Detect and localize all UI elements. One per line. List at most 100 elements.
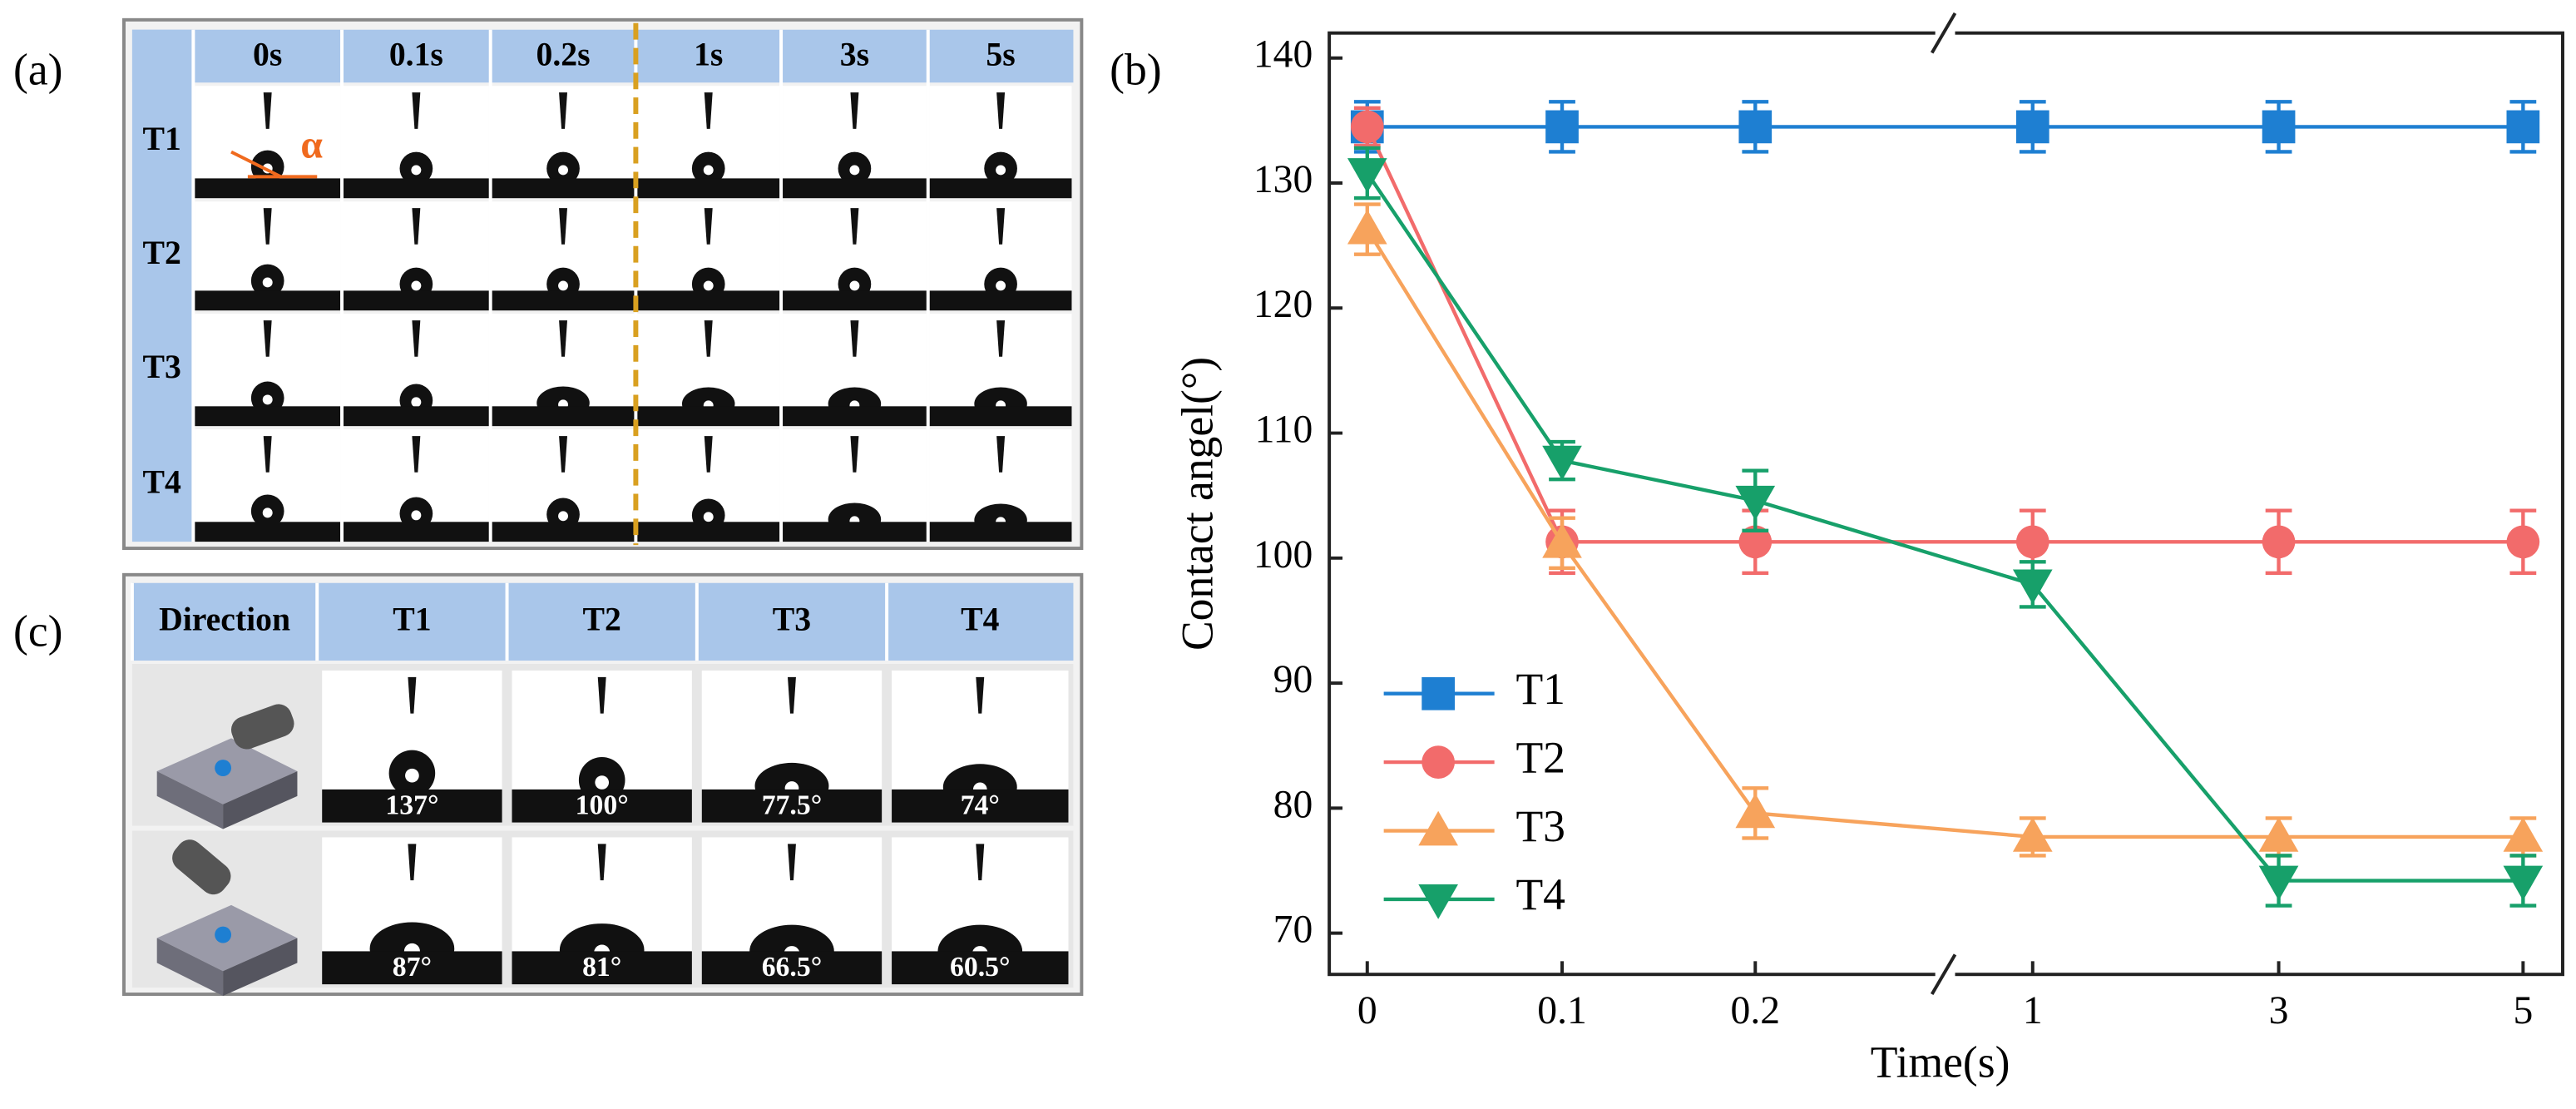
legend-label: T4 — [1515, 869, 1565, 919]
column-header: 3s — [840, 37, 869, 73]
needle — [412, 208, 421, 245]
droplet-glint — [411, 397, 422, 408]
marker — [2258, 817, 2299, 852]
substrate — [637, 178, 780, 199]
substrate — [783, 290, 927, 311]
y-tick-label: 130 — [1253, 158, 1313, 201]
marker — [2258, 865, 2299, 901]
marker — [2012, 817, 2053, 852]
needle — [263, 436, 272, 473]
substrate — [892, 951, 1069, 985]
y-tick-label: 80 — [1273, 783, 1313, 826]
x-axis-title: Time(s) — [1871, 1037, 2010, 1087]
droplet-glint — [405, 768, 419, 783]
substrate — [929, 522, 1072, 542]
substrate — [195, 178, 341, 199]
panel-label: (b) — [1110, 45, 1161, 95]
marker — [1421, 745, 1455, 779]
substrate — [492, 522, 635, 542]
substrate — [637, 406, 780, 427]
needle — [412, 92, 421, 129]
legend-item: T2 — [1383, 732, 1565, 782]
droplet-glint — [996, 165, 1006, 176]
droplet-glint — [262, 507, 273, 518]
angle-label: 87° — [393, 952, 432, 983]
substrate — [783, 522, 927, 542]
y-tick-label: 110 — [1255, 408, 1313, 451]
marker — [1542, 445, 1582, 481]
droplet-glint — [595, 775, 610, 790]
marker — [1350, 110, 1384, 144]
marker — [2506, 110, 2540, 144]
marker — [1418, 884, 1458, 919]
alpha-tangent — [230, 150, 282, 179]
column-header: T3 — [773, 601, 811, 637]
marker — [1347, 158, 1387, 193]
panel-label: (c) — [13, 606, 62, 656]
marker — [2506, 525, 2540, 559]
substrate — [512, 951, 692, 985]
substrate — [492, 290, 635, 311]
axis-break-mark — [1930, 953, 1957, 996]
substrate — [344, 178, 489, 199]
substrate — [344, 406, 489, 427]
y-tick-label: 100 — [1253, 533, 1313, 577]
marker — [2262, 110, 2296, 144]
marker — [2503, 817, 2544, 852]
needle — [597, 844, 606, 881]
droplet-glint — [558, 280, 568, 291]
column-header: T2 — [583, 601, 621, 637]
header-bg — [131, 582, 1074, 661]
needle — [996, 208, 1006, 245]
droplet-glint — [849, 280, 860, 291]
substrate — [322, 951, 502, 985]
needle — [704, 92, 713, 129]
drop-icon — [215, 926, 232, 943]
y-tick-label: 140 — [1253, 33, 1313, 77]
droplet-glint — [849, 165, 860, 176]
column-header: 1s — [694, 37, 723, 73]
droplet-glint — [558, 511, 568, 522]
needle — [559, 320, 568, 357]
marker — [1421, 676, 1455, 710]
angle-label: 66.5° — [762, 952, 823, 983]
column-header: T4 — [961, 601, 999, 637]
alpha-label: α — [300, 124, 323, 167]
angle-label: 100° — [576, 790, 629, 820]
substrate — [892, 789, 1069, 823]
needle — [408, 844, 417, 881]
camera — [230, 704, 294, 750]
panel-label: (a) — [13, 45, 62, 95]
droplet-glint — [411, 165, 422, 176]
droplet-glint — [996, 280, 1006, 291]
needle — [408, 676, 417, 714]
needle — [412, 436, 421, 473]
needle — [704, 436, 713, 473]
needle — [850, 320, 859, 357]
needle — [996, 320, 1006, 357]
needle — [704, 208, 713, 245]
series-line — [1365, 228, 2524, 839]
marker — [2503, 865, 2544, 901]
droplet-glint — [703, 512, 714, 522]
needle — [976, 844, 985, 881]
row-header-bg — [131, 29, 194, 542]
column-header: Direction — [159, 601, 290, 637]
block-side — [156, 771, 224, 829]
y-tick-label: 70 — [1273, 908, 1313, 952]
substrate — [344, 522, 489, 542]
column-header: 0.1s — [389, 37, 443, 73]
substrate — [929, 290, 1072, 311]
camera — [172, 839, 231, 895]
needle — [597, 676, 606, 714]
substrate — [195, 290, 341, 311]
x-tick-label: 1 — [2023, 989, 2043, 1032]
substrate — [492, 178, 635, 199]
substrate — [701, 951, 883, 985]
y-axis-title: Contact angel(°) — [1173, 357, 1223, 651]
substrate — [783, 178, 927, 199]
y-tick-label: 120 — [1253, 283, 1313, 326]
needle — [850, 92, 859, 129]
